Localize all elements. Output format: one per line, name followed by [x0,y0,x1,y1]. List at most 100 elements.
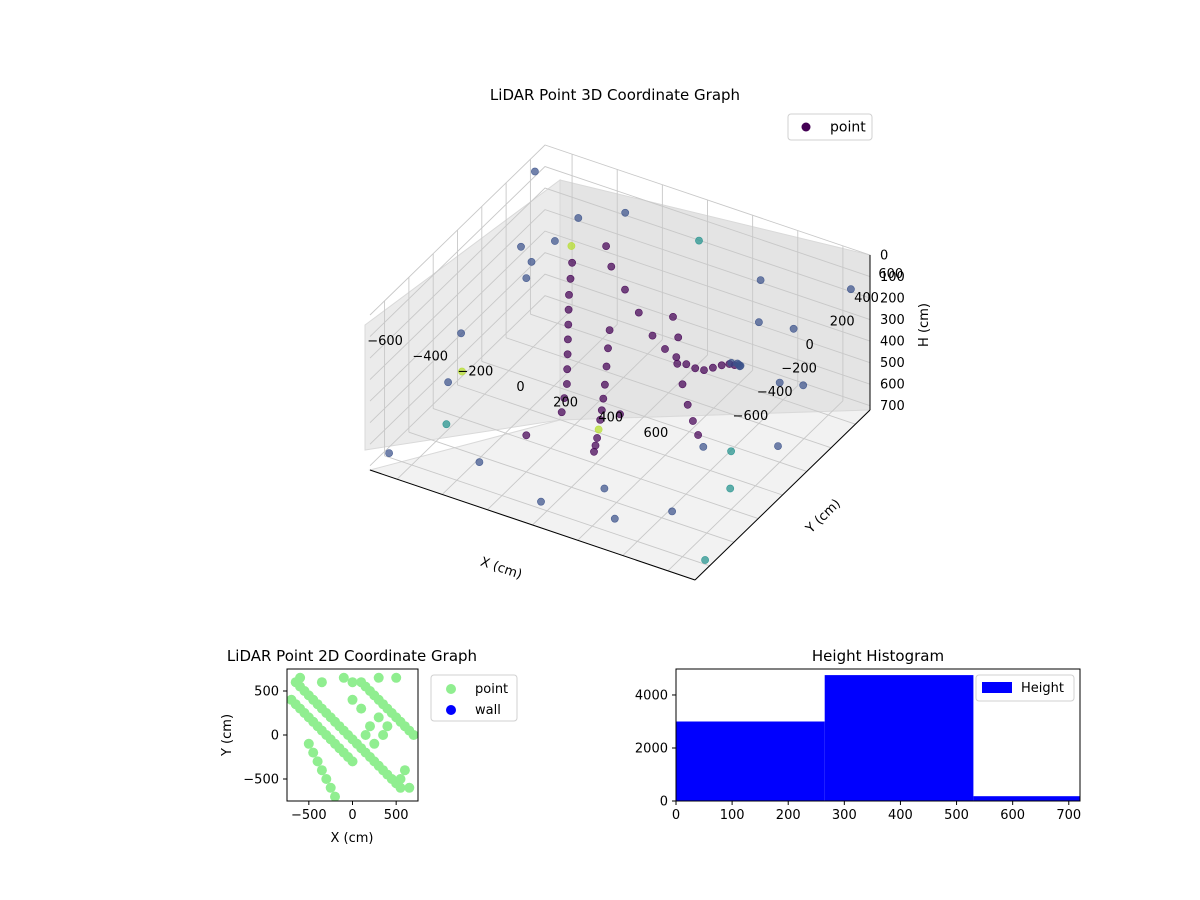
legend-histogram-swatch [982,682,1012,693]
point-3d-35 [597,406,606,415]
point-3d-13 [621,285,629,294]
point-2d-72 [378,730,389,740]
points-2d [287,672,418,801]
point-3d-67 [551,237,559,245]
x-tick-hist: 400 [888,808,913,823]
point-3d-79 [616,410,624,419]
grid-floor-y-0 [384,455,710,567]
point-3d-8 [563,365,572,374]
point-3d-50 [726,484,735,493]
point-3d-51 [774,442,782,450]
point-2d-67 [316,677,327,688]
point-3d-14 [634,308,643,317]
y-axis-label-3d: Y (cm) [803,496,844,537]
plot-2d-area [287,669,418,801]
point-3d-12 [607,262,616,271]
point-3d-39 [591,441,600,450]
point-3d-4 [564,305,573,314]
x-tick-3d: −400 [412,349,448,364]
legend-2d-point-marker [446,684,456,694]
y-tick-hist: 2000 [635,741,668,756]
point-3d-18 [682,360,691,369]
point-2d-58 [325,782,336,793]
chart-2d: LiDAR Point 2D Coordinate Graph −500 0 500… [220,647,518,846]
point-3d-11 [557,408,566,417]
z-tick-3d: 700 [880,399,905,414]
grid-z-7 [369,295,871,467]
grid-floor-y-4 [481,360,807,472]
point-3d-29 [727,358,736,367]
point-3d-44 [444,378,452,387]
point-3d-31 [604,344,612,353]
grid-z-6 [369,273,871,445]
grid-z-4 [369,230,871,402]
histogram-bar-1 [824,675,974,801]
x-tick-3d: 400 [598,411,623,426]
legend-histogram-frame [975,674,1075,702]
point-3d-6 [564,335,572,344]
point-3d-65 [602,242,610,250]
point-3d-49 [668,507,676,516]
point-3d-1 [568,258,576,267]
point-3d-54 [756,276,765,284]
point-3d-17 [672,353,681,361]
points-3d [385,167,855,564]
z-tick-3d: 100 [880,270,905,285]
point-2d-59 [330,791,340,801]
point-3d-42 [522,274,531,282]
point-3d-15 [648,331,657,340]
point-2d-60 [399,765,410,776]
point-3d-70 [727,447,735,456]
x-tick-3d: 600 [643,426,668,441]
grid-floor-y-2 [433,408,759,520]
point-2d-75 [356,703,367,714]
x-axis-label-3d: X (cm) [478,555,524,583]
point-3d-10 [560,394,569,402]
point-2d-69 [365,721,375,732]
point-2d-73 [369,738,380,749]
y-tick-2d: 500 [254,685,279,700]
point-3d-77 [531,167,539,176]
z-tick-3d: 300 [880,313,905,328]
point-3d-21 [709,363,717,372]
y-tick-3d: 400 [854,291,879,306]
x-tick-3d: 200 [553,395,578,410]
point-3d-72 [522,431,531,440]
ticks-histogram: 0 100 200 300 400 500 600 700 0 2000 4000 [635,688,1081,823]
point-3d-69 [775,378,784,387]
point-2d-39 [347,756,358,767]
point-3d-43 [457,329,465,338]
point-2d-54 [308,747,319,758]
point-3d-41 [517,242,525,251]
x-tick-hist: 0 [672,808,680,823]
point-3d-33 [601,380,609,389]
point-3d-40 [590,447,598,456]
point-3d-66 [574,214,583,222]
y-tick-2d: −500 [243,773,279,788]
grid-z-2 [369,187,871,359]
ticks-3d: −600−400−2000200400600−600−400−200020040… [367,249,905,441]
point-3d-58 [678,380,687,389]
point-3d-64 [669,312,677,321]
point-2d-65 [373,672,384,683]
z-tick-3d: 600 [880,378,905,393]
point-2d-63 [347,677,358,688]
y-tick-hist: 4000 [635,688,668,703]
point-2d-53 [303,738,314,749]
point-2d-55 [312,756,323,767]
point-3d-30 [605,326,614,334]
point-3d-74 [458,367,466,376]
point-2d-62 [404,782,415,793]
histogram-frame [675,668,1081,802]
point-3d-57 [673,359,682,368]
z-tick-3d: 400 [880,335,905,350]
x-axis-line [369,469,696,581]
grid-z-1 [369,166,871,337]
x-tick-3d: 0 [516,380,524,395]
point-3d-5 [564,320,573,329]
point-3d-60 [689,417,697,425]
legend-3d-marker [801,122,811,132]
y-tick-3d: −200 [781,362,817,377]
point-3d-38 [593,434,601,442]
